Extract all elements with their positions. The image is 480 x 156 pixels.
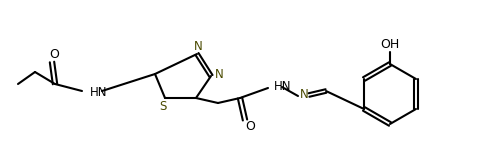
Text: O: O <box>49 49 59 61</box>
Text: HN: HN <box>90 85 108 98</box>
Text: S: S <box>159 100 167 112</box>
Text: N: N <box>215 68 223 81</box>
Text: HN: HN <box>274 80 291 93</box>
Text: O: O <box>245 119 255 132</box>
Text: N: N <box>193 39 203 53</box>
Text: N: N <box>300 88 308 100</box>
Text: OH: OH <box>380 37 400 51</box>
